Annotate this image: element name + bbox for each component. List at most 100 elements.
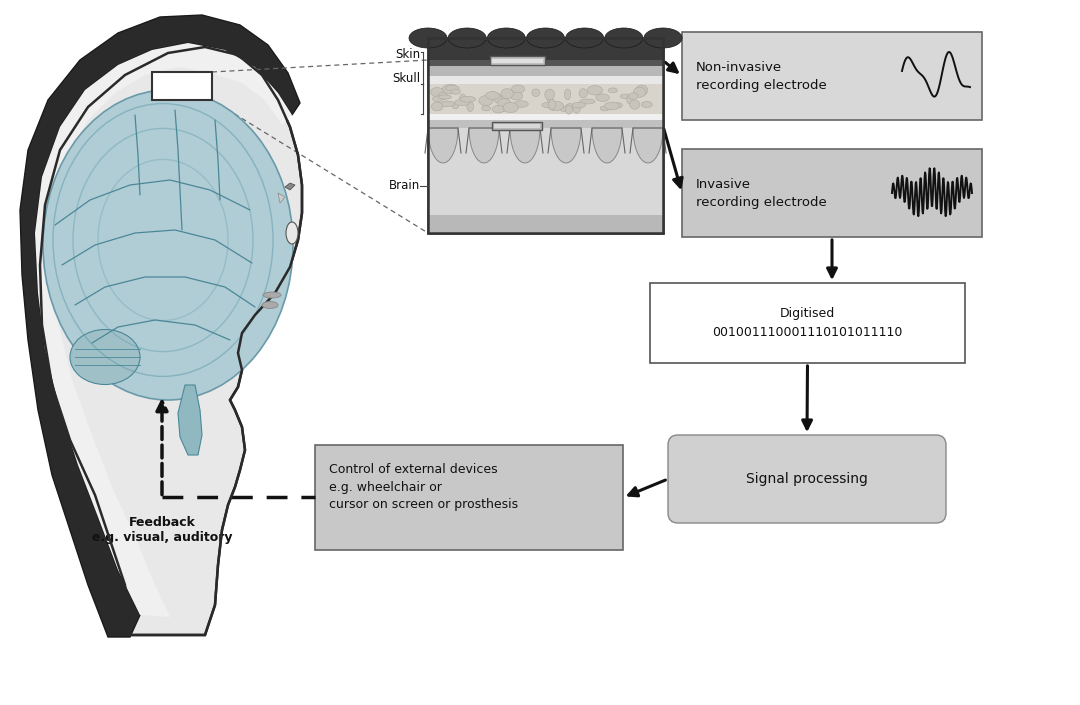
Text: Signal processing: Signal processing (746, 472, 868, 486)
Bar (428, 38, 663, 233)
Ellipse shape (605, 102, 620, 110)
Bar (428, 128, 663, 233)
Ellipse shape (264, 292, 281, 298)
Ellipse shape (572, 103, 580, 114)
Text: Brain: Brain (389, 179, 420, 192)
Polygon shape (278, 193, 285, 203)
Ellipse shape (501, 89, 513, 99)
Bar (490, 56, 544, 65)
Text: Invasive
recording electrode: Invasive recording electrode (696, 178, 827, 209)
Ellipse shape (511, 92, 523, 100)
Ellipse shape (620, 94, 630, 99)
Ellipse shape (600, 106, 610, 111)
Ellipse shape (440, 101, 455, 106)
Ellipse shape (478, 96, 492, 106)
Bar (681, 149, 982, 237)
Polygon shape (285, 183, 295, 190)
Ellipse shape (565, 106, 572, 114)
Ellipse shape (615, 103, 622, 108)
Ellipse shape (644, 28, 681, 48)
Text: Non-invasive
recording electrode: Non-invasive recording electrode (696, 61, 827, 92)
Bar (428, 76, 663, 84)
Ellipse shape (492, 106, 504, 113)
Ellipse shape (548, 102, 564, 111)
Polygon shape (469, 128, 499, 163)
Text: Control of external devices
e.g. wheelchair or
cursor on screen or prosthesis: Control of external devices e.g. wheelch… (329, 463, 518, 511)
Ellipse shape (608, 88, 618, 92)
Ellipse shape (445, 85, 459, 91)
Ellipse shape (451, 89, 460, 94)
Polygon shape (35, 43, 292, 617)
Ellipse shape (482, 106, 490, 111)
Ellipse shape (542, 102, 554, 108)
Text: Digitised
001001110001110101011110: Digitised 001001110001110101011110 (713, 307, 903, 339)
Ellipse shape (448, 28, 486, 48)
Bar (428, 120, 663, 128)
Ellipse shape (511, 85, 525, 93)
Polygon shape (428, 128, 458, 163)
Text: Feedback
e.g. visual, auditory: Feedback e.g. visual, auditory (92, 515, 232, 544)
Ellipse shape (579, 89, 588, 98)
Ellipse shape (438, 95, 451, 99)
Bar (681, 32, 982, 120)
Ellipse shape (634, 87, 646, 97)
Ellipse shape (286, 222, 298, 244)
Polygon shape (178, 385, 202, 455)
Ellipse shape (588, 85, 603, 95)
Ellipse shape (70, 329, 140, 384)
Ellipse shape (527, 28, 565, 48)
Ellipse shape (503, 102, 518, 113)
Ellipse shape (566, 104, 575, 110)
Ellipse shape (488, 92, 497, 99)
Ellipse shape (626, 95, 634, 104)
Polygon shape (510, 128, 540, 163)
Polygon shape (633, 128, 663, 163)
Bar (428, 215, 663, 233)
Ellipse shape (460, 94, 465, 104)
Ellipse shape (443, 85, 458, 94)
Ellipse shape (43, 90, 293, 400)
Bar (495, 124, 540, 128)
Ellipse shape (409, 28, 447, 48)
Ellipse shape (566, 28, 604, 48)
Ellipse shape (580, 99, 595, 104)
Bar (428, 38, 663, 60)
Ellipse shape (460, 97, 475, 102)
Ellipse shape (636, 85, 648, 96)
Ellipse shape (605, 28, 643, 48)
Ellipse shape (498, 95, 508, 102)
Polygon shape (592, 128, 622, 163)
Ellipse shape (262, 302, 278, 309)
Ellipse shape (596, 94, 609, 102)
Ellipse shape (531, 89, 540, 97)
Polygon shape (21, 15, 300, 637)
Bar (428, 60, 663, 66)
Ellipse shape (485, 92, 500, 99)
Text: Skull: Skull (392, 72, 420, 85)
Ellipse shape (431, 87, 444, 97)
Ellipse shape (514, 101, 528, 107)
Ellipse shape (487, 28, 525, 48)
Bar (428, 38, 663, 233)
Polygon shape (40, 47, 302, 635)
Bar (428, 114, 663, 120)
Bar (492, 122, 542, 130)
FancyBboxPatch shape (669, 435, 946, 523)
Polygon shape (551, 128, 581, 163)
Ellipse shape (494, 93, 501, 103)
Bar (428, 84, 663, 114)
Ellipse shape (630, 100, 639, 109)
Bar (650, 283, 966, 363)
Ellipse shape (467, 102, 473, 111)
Ellipse shape (455, 99, 470, 106)
Text: Skin: Skin (395, 48, 420, 61)
Bar (428, 66, 663, 76)
Ellipse shape (548, 98, 554, 103)
Ellipse shape (497, 104, 509, 111)
Ellipse shape (431, 102, 443, 111)
Ellipse shape (629, 93, 638, 99)
Bar (491, 59, 543, 63)
Ellipse shape (498, 99, 511, 107)
Ellipse shape (432, 96, 443, 102)
Ellipse shape (572, 102, 585, 108)
